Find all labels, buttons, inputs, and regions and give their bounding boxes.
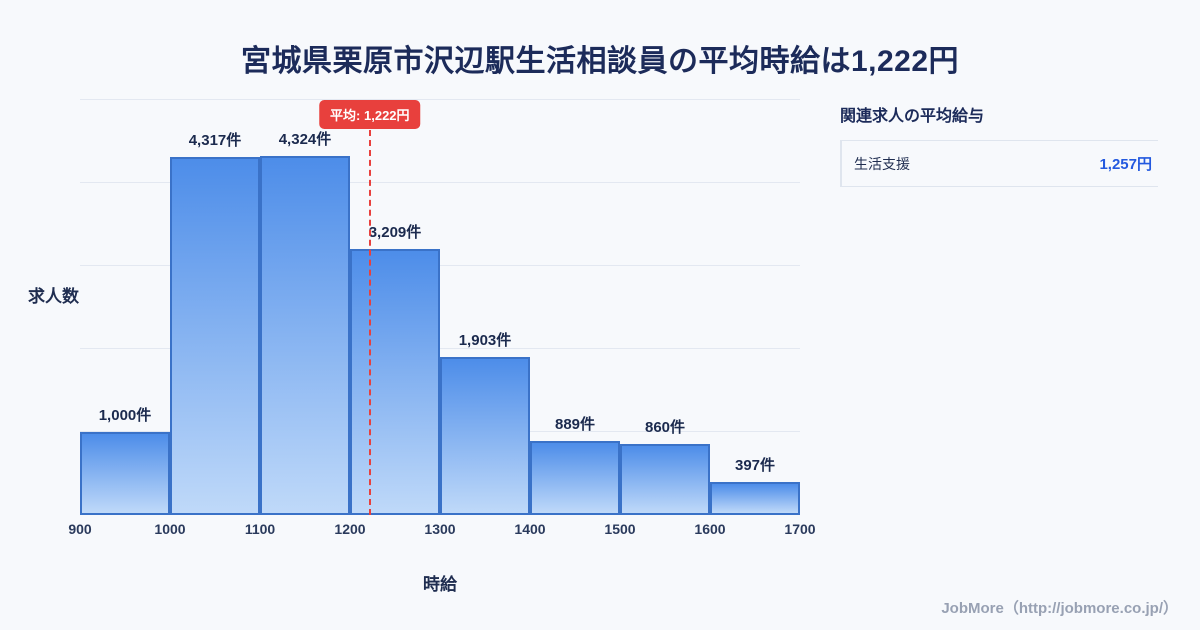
- job-category-label: 生活支援: [854, 155, 910, 172]
- x-tick-label: 1700: [784, 521, 816, 537]
- gridline: [80, 265, 800, 266]
- average-line: [368, 130, 371, 515]
- bar-value-label: 397件: [734, 457, 776, 475]
- average-badge: 平均: 1,222円: [319, 100, 421, 129]
- x-tick-label: 1100: [244, 521, 276, 537]
- side-panel-heading: 関連求人の平均給与: [840, 108, 985, 125]
- x-axis: 900 1000 1100 1200 1300 1400 1500 1600 1700: [68, 521, 815, 541]
- histogram-bar: [260, 156, 350, 515]
- x-tick-label: 1300: [424, 521, 456, 537]
- x-tick-label: 1500: [604, 521, 636, 537]
- bar-value-label: 889件: [554, 416, 596, 434]
- bar-value-label: 1,903件: [458, 332, 512, 350]
- job-average-wage: 1,257円: [1099, 156, 1152, 173]
- bar-value-label: 860件: [644, 418, 686, 436]
- gridline: [80, 99, 800, 100]
- bar-value-label: 1,000件: [98, 407, 152, 424]
- histogram-bar: [170, 156, 260, 515]
- gridline: [80, 182, 800, 183]
- related-jobs-list: 生活支援 1,257円: [840, 140, 1158, 187]
- histogram-bar: [440, 357, 530, 515]
- x-axis-label: 時給: [423, 575, 457, 594]
- histogram-bar: [80, 432, 170, 515]
- bar-value-label: 4,324件: [278, 131, 332, 149]
- plot-area: 平均: 1,222円 1,000件 4,317件 4,324件 3,209件 1,903…: [80, 99, 800, 515]
- page-title: 宮城県栗原市沢辺駅生活相談員の平均時給は1,222円: [240, 45, 960, 78]
- histogram-bar: [350, 248, 440, 515]
- x-tick-label: 1600: [694, 521, 726, 537]
- x-tick-label: 900: [68, 521, 92, 537]
- x-tick-label: 1400: [514, 521, 546, 537]
- bar-value-label: 4,317件: [188, 131, 242, 149]
- credit-text: JobMore（http://jobmore.co.jp/）: [941, 600, 1178, 617]
- histogram-bar: [620, 443, 710, 515]
- y-axis-label: 求人数: [28, 287, 79, 306]
- bar-value-label: 3,209件: [368, 223, 422, 241]
- histogram-bar: [710, 482, 800, 515]
- histogram-bar: [530, 441, 620, 515]
- x-tick-label: 1000: [154, 521, 186, 537]
- list-item: 生活支援 1,257円: [840, 140, 1158, 187]
- x-tick-label: 1200: [334, 521, 366, 537]
- gridline: [80, 348, 800, 349]
